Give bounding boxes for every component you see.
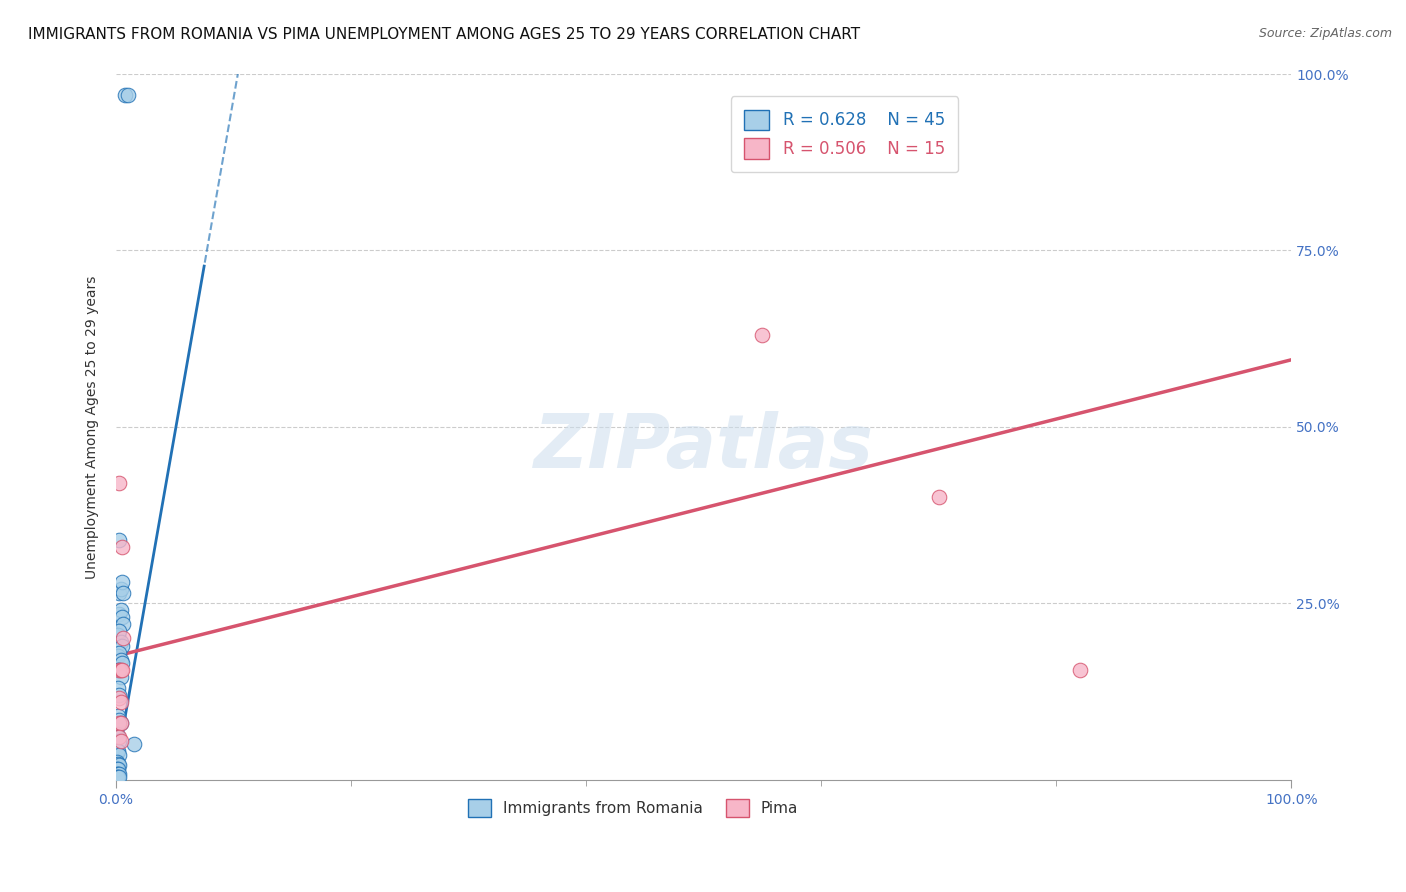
Point (110, 603, 132, 617)
Point (107, 628, 129, 642)
Point (108, 624, 131, 639)
Point (110, 716, 132, 731)
Point (111, 610, 134, 624)
Text: Source: ZipAtlas.com: Source: ZipAtlas.com (1258, 27, 1392, 40)
Point (110, 582, 132, 596)
Point (107, 771, 129, 785)
Point (105, 762, 128, 776)
Point (110, 635, 132, 649)
Point (110, 653, 132, 667)
Point (751, 328, 773, 343)
Point (110, 695, 132, 709)
Point (928, 491, 950, 505)
Point (108, 688, 131, 702)
Point (108, 533, 131, 547)
Point (108, 713, 131, 727)
Point (108, 733, 131, 747)
Point (117, 88, 139, 103)
Text: IMMIGRANTS FROM ROMANIA VS PIMA UNEMPLOYMENT AMONG AGES 25 TO 29 YEARS CORRELATI: IMMIGRANTS FROM ROMANIA VS PIMA UNEMPLOY… (28, 27, 860, 42)
Point (105, 767, 128, 781)
Point (107, 649, 129, 664)
Point (107, 757, 129, 772)
Point (108, 767, 131, 781)
Point (105, 727, 128, 741)
Point (105, 771, 128, 785)
Point (110, 716, 132, 731)
Point (107, 767, 129, 781)
Point (111, 617, 134, 632)
Point (107, 709, 129, 723)
Point (108, 771, 131, 785)
Point (110, 733, 132, 747)
Point (111, 632, 134, 646)
Text: ZIPatlas: ZIPatlas (534, 411, 873, 484)
Point (108, 476, 131, 491)
Point (105, 744, 128, 758)
Point (108, 663, 131, 677)
Point (107, 681, 129, 695)
Point (111, 656, 134, 670)
Y-axis label: Unemployment Among Ages 25 to 29 years: Unemployment Among Ages 25 to 29 years (86, 275, 100, 579)
Point (110, 663, 132, 677)
Point (108, 731, 131, 745)
Point (111, 585, 134, 599)
Point (111, 540, 134, 554)
Point (108, 758, 131, 772)
Point (122, 737, 145, 751)
Point (111, 663, 134, 677)
Legend: Immigrants from Romania, Pima: Immigrants from Romania, Pima (460, 791, 806, 825)
Point (114, 88, 136, 103)
Point (110, 670, 132, 684)
Point (111, 575, 134, 590)
Point (108, 663, 131, 677)
Point (108, 747, 131, 762)
Point (111, 639, 134, 653)
Point (1069, 663, 1091, 677)
Point (108, 607, 131, 621)
Point (107, 762, 129, 776)
Point (108, 691, 131, 706)
Point (108, 585, 131, 599)
Point (108, 646, 131, 660)
Point (107, 744, 129, 758)
Point (105, 755, 128, 769)
Point (108, 716, 131, 731)
Point (107, 731, 129, 745)
Point (107, 663, 129, 677)
